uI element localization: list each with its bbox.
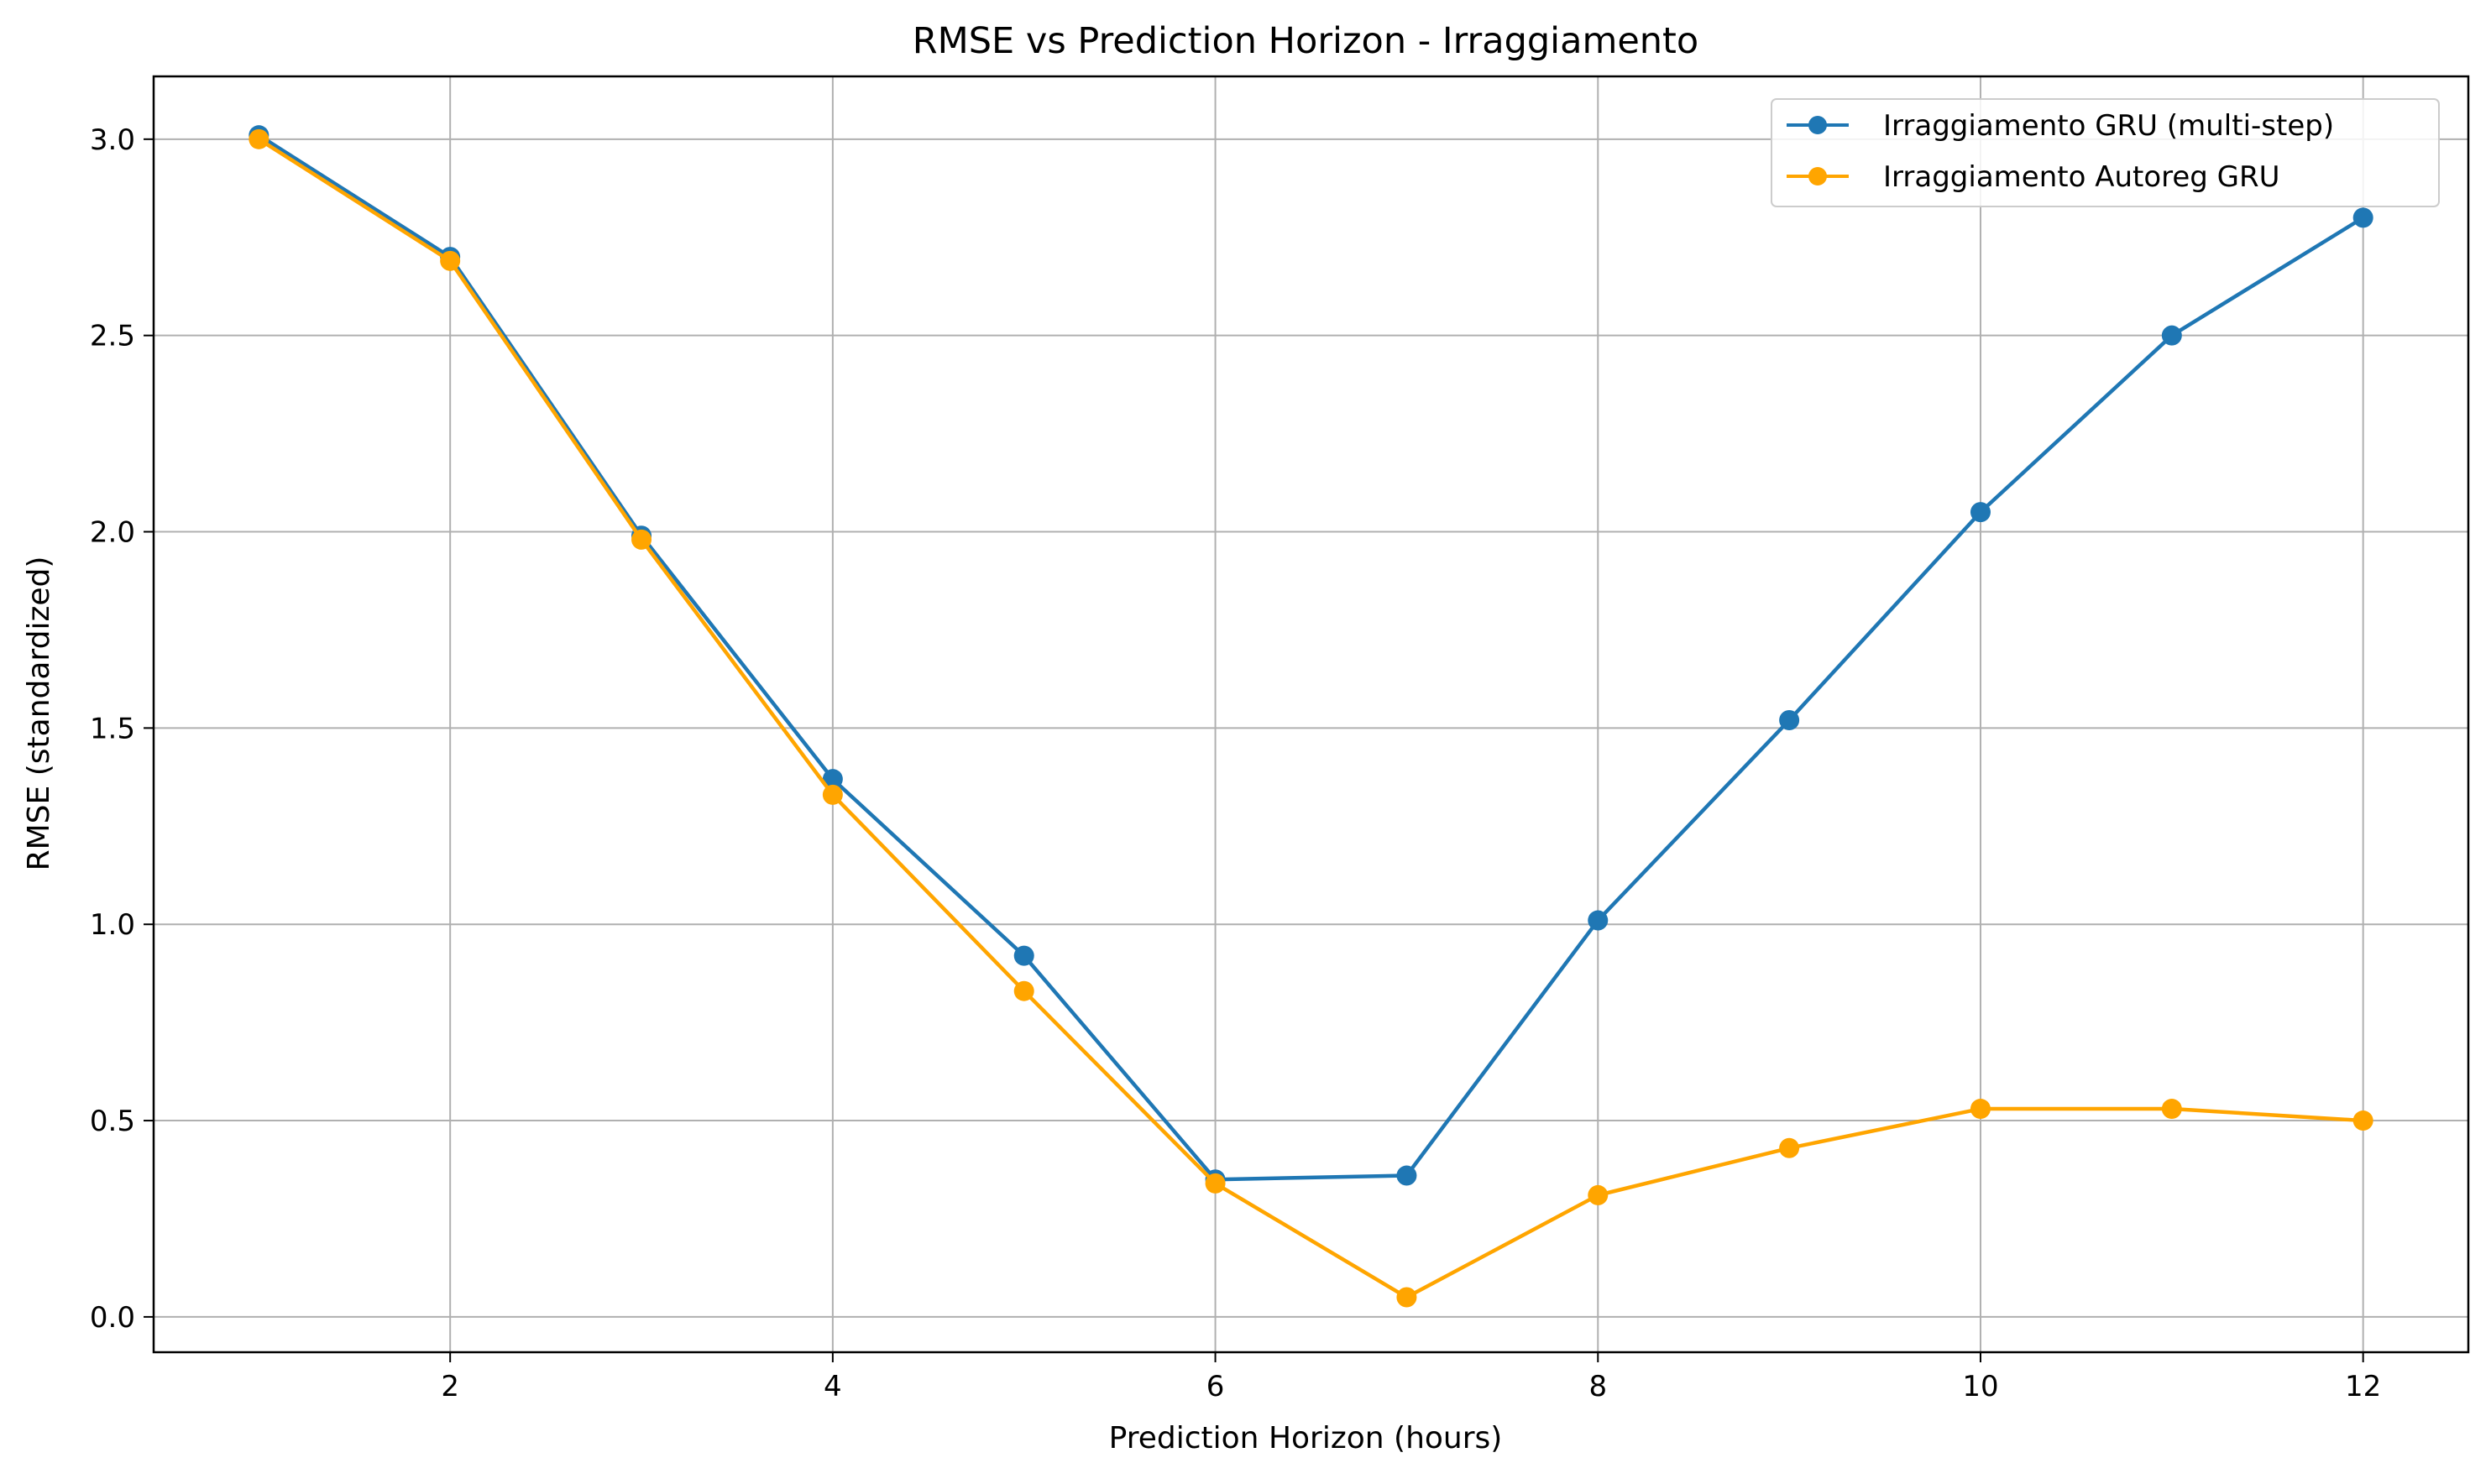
legend-marker-series-1 [1808, 116, 1827, 134]
data-point-series-2 [2161, 1099, 2182, 1120]
data-point-series-2 [631, 529, 652, 550]
chart-title: RMSE vs Prediction Horizon - Irraggiamen… [913, 20, 1698, 62]
legend-marker-series-2 [1808, 167, 1827, 186]
data-point-series-1 [2352, 207, 2373, 228]
y-tick-label: 2.0 [90, 516, 135, 550]
data-point-series-2 [1588, 1184, 1609, 1205]
x-tick-label: 6 [1206, 1370, 1225, 1403]
legend-label-series-2: Irraggiamento Autoreg GRU [1883, 160, 2280, 194]
series-line-1 [258, 133, 2364, 1182]
y-tick-label: 0.0 [90, 1301, 135, 1335]
data-point-series-2 [1013, 980, 1034, 1001]
y-tick-label: 1.5 [90, 712, 135, 745]
data-point-series-2 [249, 128, 270, 149]
y-tick-label: 0.5 [90, 1105, 135, 1138]
y-tick-label: 3.0 [90, 123, 135, 157]
x-tick-label: 8 [1588, 1370, 1607, 1403]
y-axis-label: RMSE (standardized) [22, 556, 56, 871]
data-point-series-2 [2352, 1110, 2373, 1131]
data-point-series-1 [822, 769, 843, 790]
x-axis-label: Prediction Horizon (hours) [1109, 1421, 1503, 1455]
x-tick-label: 10 [1962, 1370, 1998, 1403]
axes [152, 75, 2470, 1354]
y-tick-label: 1.0 [90, 908, 135, 942]
data-point-series-2 [1205, 1173, 1226, 1194]
data-point-series-2 [440, 250, 461, 271]
data-point-series-1 [1588, 910, 1609, 931]
legend: Irraggiamento GRU (multi-step) Irraggiam… [1771, 98, 2440, 207]
data-point-series-1 [1970, 502, 1991, 523]
data-point-series-1 [2161, 325, 2182, 346]
legend-box [1771, 98, 2440, 207]
data-point-series-2 [1970, 1099, 1991, 1120]
data-point-series-1 [1396, 1165, 1417, 1186]
data-point-series-2 [1396, 1287, 1417, 1308]
ticks: 2 4 6 8 10 12 0.0 0.5 1.0 1.5 2.0 2.5 3.0 [90, 123, 2381, 1403]
data-point-series-2 [1779, 1137, 1800, 1158]
data-point-series-1 [1779, 710, 1800, 731]
plot-frame [152, 75, 2470, 1354]
y-tick-label: 2.5 [90, 320, 135, 353]
x-tick-label: 4 [824, 1370, 842, 1403]
series-line-2 [258, 137, 2363, 1299]
x-tick-label: 2 [441, 1370, 459, 1403]
data-point-series-2 [822, 784, 843, 805]
data-point-series-1 [1013, 945, 1034, 966]
x-tick-label: 12 [2345, 1370, 2381, 1403]
series [249, 125, 2373, 1308]
legend-label-series-1: Irraggiamento GRU (multi-step) [1883, 109, 2334, 143]
